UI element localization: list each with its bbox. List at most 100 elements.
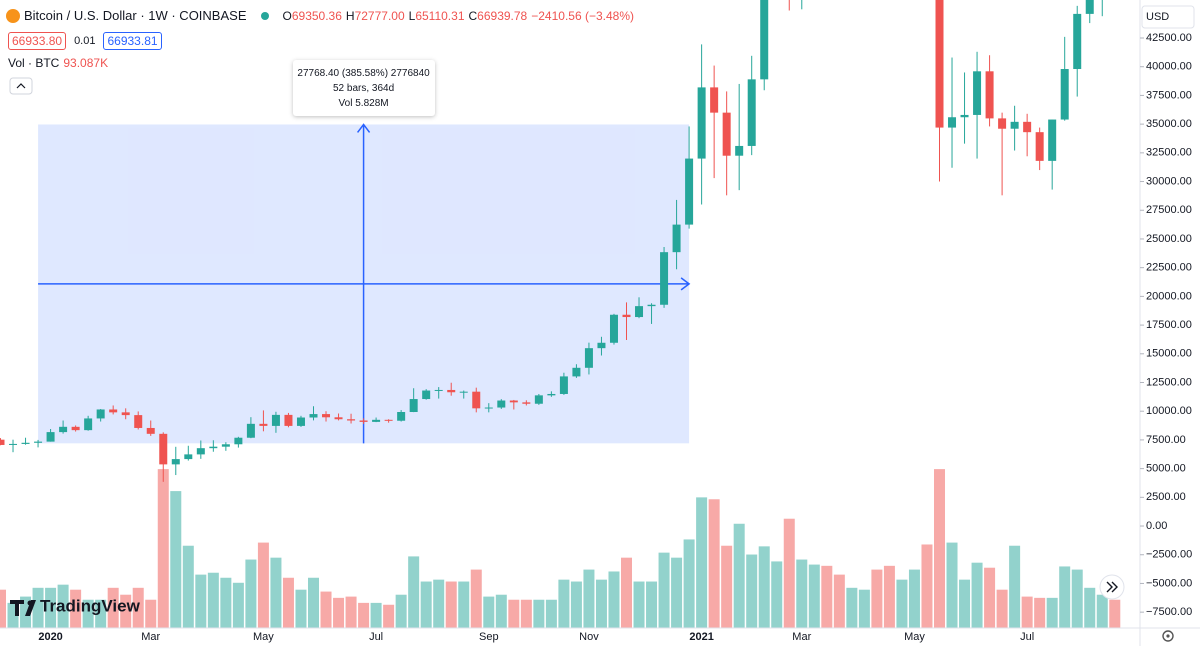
volume-bar [1096, 594, 1108, 628]
candle-body [221, 444, 230, 447]
candle-body [472, 391, 481, 409]
volume-bar [1034, 597, 1046, 628]
volume-bar [257, 542, 269, 628]
x-tick-label: Jul [1020, 631, 1034, 643]
sell-price[interactable]: 66933.80 [8, 32, 67, 50]
buy-price[interactable]: 66933.81 [103, 32, 162, 50]
volume-bar [345, 596, 357, 628]
volume-bar [971, 562, 983, 628]
volume-bar [132, 587, 144, 628]
candle-body [21, 442, 30, 444]
volume-bar [308, 577, 319, 628]
candle-body [1010, 121, 1019, 129]
candle-body [547, 393, 556, 396]
volume-bar [1021, 596, 1033, 628]
currency-box[interactable] [1141, 5, 1195, 29]
candle-body [209, 446, 218, 449]
x-tick-label: 2020 [38, 631, 62, 643]
candle-body [46, 432, 55, 442]
volume-bar [1059, 566, 1071, 628]
candle-body [409, 399, 418, 413]
logo-text: TradingView [40, 596, 141, 615]
candle-body [0, 439, 5, 445]
candle-body [34, 441, 43, 443]
volume-bar [708, 499, 720, 628]
volume-bar [921, 544, 933, 628]
candle-body [284, 414, 293, 426]
candle-body [559, 376, 568, 394]
volume-bar [683, 539, 695, 628]
candle-body [1035, 132, 1044, 161]
y-tick-label: 22500.00 [1146, 262, 1192, 274]
spread: 0.01 [74, 35, 96, 47]
volume-row: Vol · BTC 93.087K [8, 56, 108, 70]
x-tick-label: Sep [479, 631, 499, 643]
candle-body [998, 118, 1007, 129]
y-tick-label: 2500.00 [1146, 491, 1186, 503]
candle-body [973, 71, 982, 115]
volume-bar [796, 559, 808, 628]
candle-body [109, 409, 118, 413]
y-tick-label: 7500.00 [1146, 434, 1186, 446]
market-status [260, 11, 269, 20]
candle-body [985, 71, 994, 119]
candle-body [146, 427, 155, 434]
candle-body [447, 389, 456, 393]
volume-bar [195, 574, 207, 628]
collapse-button[interactable] [9, 77, 33, 95]
candle-body [622, 314, 631, 318]
y-tick-label: 30000.00 [1146, 175, 1192, 187]
ohlc-label: H [345, 8, 355, 23]
volume-bar [771, 561, 783, 628]
volume-bar [570, 581, 582, 628]
candle-body [196, 448, 205, 455]
volume-bar [458, 581, 470, 628]
volume-bar [621, 557, 632, 628]
candle-body [747, 79, 756, 146]
symbol[interactable]: Bitcoin / U.S. Dollar · 1W · COINBASE [24, 8, 247, 23]
candle-body [171, 459, 180, 465]
volume-bar [358, 602, 370, 628]
volume-bar [445, 581, 457, 628]
volume-bar [107, 587, 119, 628]
y-tick-label: 25000.00 [1146, 233, 1192, 245]
volume-bar [558, 579, 570, 628]
x-tick-label: Nov [579, 631, 599, 643]
logo-icon [27, 600, 33, 606]
candle-body [572, 367, 581, 377]
change: −2410.56 (−3.48%) [531, 8, 634, 23]
candle-body [484, 407, 493, 409]
volume-value: 93.087K [63, 56, 109, 70]
volume-bar [145, 599, 157, 628]
y-tick-label: 37500.00 [1146, 89, 1192, 101]
volume-bar [533, 599, 545, 628]
candle-body [159, 433, 168, 465]
candle-body [259, 423, 268, 426]
volume-bar [783, 518, 795, 628]
x-tick-label: Mar [792, 631, 811, 643]
candle-body [584, 348, 593, 368]
volume-bar [1009, 545, 1021, 628]
volume-bar [70, 589, 82, 628]
volume-label: Vol · BTC [8, 56, 60, 70]
settings-icon[interactable] [1162, 630, 1174, 642]
candle-body [234, 437, 243, 445]
candle-body [334, 417, 343, 420]
volume-bar [282, 577, 294, 628]
volume-bar [20, 596, 32, 628]
volume-bar [0, 589, 6, 628]
volume-bar [846, 587, 858, 628]
volume-bar [383, 604, 395, 628]
y-tick-label: 0.00 [1146, 520, 1167, 532]
y-tick-label: 42500.00 [1146, 32, 1192, 44]
candle-body [522, 402, 531, 404]
candle-body [71, 426, 80, 431]
candle-body [960, 114, 969, 118]
candle-body [322, 414, 331, 418]
candle-body [597, 342, 606, 349]
volume-bar [671, 557, 683, 628]
candle-body [935, 0, 944, 128]
ohlc: O 69350.36 H 72777.00 L 65110.31 C 66939.78 [283, 9, 528, 23]
volume-bar [508, 599, 520, 628]
measure-text: 27768.40 (385.58%) 2776840 [297, 67, 430, 79]
